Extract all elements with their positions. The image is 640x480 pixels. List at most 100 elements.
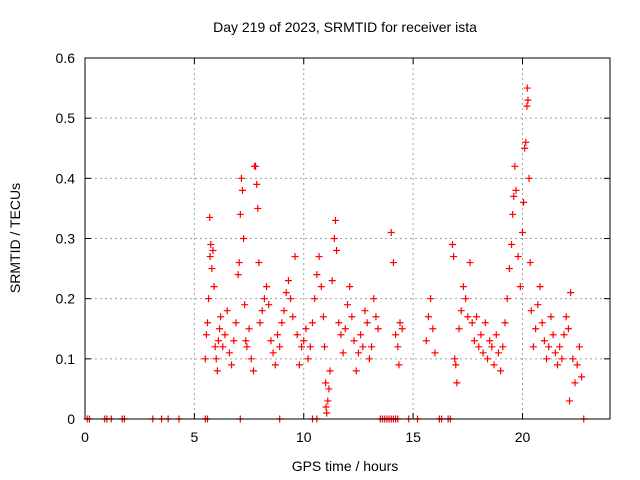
data-point [236,210,244,218]
data-point [359,343,367,351]
data-point [494,349,502,357]
data-point [424,313,432,321]
data-point [255,259,263,267]
data-point [223,307,231,315]
data-point [265,301,273,309]
data-point [228,361,236,369]
data-point [575,343,583,351]
data-point [363,319,371,327]
y-tick-label: 0.6 [56,50,76,66]
data-point [324,397,332,405]
data-point [212,355,220,363]
data-point [395,361,403,369]
data-point [339,349,347,357]
data-point [282,289,290,297]
data-point [241,301,249,309]
y-tick-labels: 0 0.1 0.2 0.3 0.4 0.5 0.6 [56,50,76,427]
data-point [497,367,505,375]
data-point [269,349,277,357]
data-point [287,295,295,303]
data-point [532,325,540,333]
data-point [267,337,275,345]
data-point [468,319,476,327]
data-point [331,216,339,224]
data-point [354,349,362,357]
data-point [449,241,456,249]
data-point [538,319,546,327]
data-point [341,325,349,333]
y-tick-label: 0.3 [56,231,76,247]
data-point [235,259,243,267]
data-point [481,319,489,327]
data-point [247,355,255,363]
y-axis-label: SRMTID / TECUs [7,183,23,293]
data-points [83,84,588,423]
data-point [210,283,218,291]
data-point [271,361,279,369]
data-point [571,379,579,387]
y-tick-label: 0 [67,411,75,427]
data-point [525,174,533,182]
data-point [217,313,225,321]
data-point [319,313,327,321]
data-point [208,265,216,273]
data-point [457,307,465,315]
data-point [322,379,330,387]
data-point [333,247,341,255]
data-point [206,253,214,261]
data-point [466,259,474,267]
x-tick-label: 15 [405,429,421,445]
data-point [370,295,378,303]
data-point [578,373,586,381]
data-point [470,337,478,345]
data-point [464,313,472,321]
data-point [501,319,509,327]
data-point [348,313,356,321]
data-point [529,343,537,351]
data-point [558,355,566,363]
data-point [249,367,257,375]
data-point [451,355,459,363]
data-point [562,313,570,321]
data-point [545,343,553,351]
data-point [523,84,531,92]
data-point [510,192,518,200]
data-point [240,235,248,242]
data-point [221,331,229,339]
data-point [263,283,271,291]
data-point [429,325,437,333]
data-point [365,355,373,363]
data-point [243,343,251,351]
data-point [549,331,557,339]
data-point [330,235,338,242]
data-point [427,295,435,303]
data-point [245,325,253,333]
data-point [398,325,406,333]
data-point [503,295,511,303]
data-point [560,331,568,339]
data-point [521,144,529,152]
data-point [219,343,227,351]
data-point [540,337,548,345]
data-point [484,355,491,363]
data-point [522,138,530,146]
data-point [372,313,380,321]
data-point [357,331,365,339]
data-point [206,213,214,221]
data-point [321,343,329,351]
y-tick-label: 0.4 [56,170,76,186]
data-point [505,265,513,273]
data-point [452,361,460,369]
data-point [253,180,261,188]
data-point [547,313,555,321]
data-point [543,355,551,363]
data-point [209,247,217,255]
data-point [337,331,345,339]
data-point [422,337,430,345]
x-tick-labels: 0 5 10 15 20 [81,429,530,445]
data-point [213,367,221,375]
x-tick-label: 5 [190,429,198,445]
y-tick-label: 0.1 [56,351,76,367]
data-point [234,271,242,279]
data-point [431,349,439,357]
